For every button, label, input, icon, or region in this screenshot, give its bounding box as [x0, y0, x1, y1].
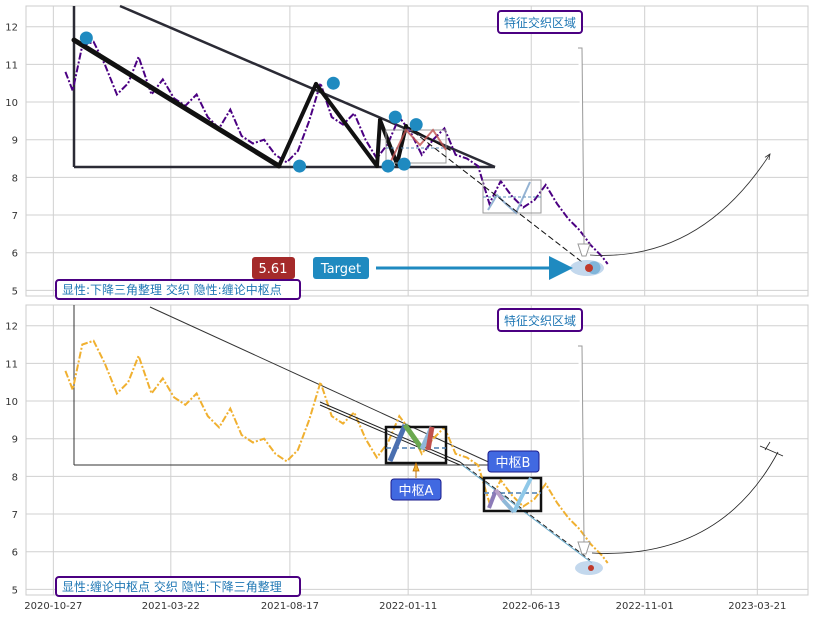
top-y-tick-label: 6	[12, 249, 18, 260]
top-y-tick-label: 10	[5, 98, 18, 109]
endpoint-dot	[585, 264, 593, 272]
x-tick-label: 2022-06-13	[502, 601, 560, 612]
bottom-y-tick-label: 7	[12, 510, 18, 521]
bottom-zone-label-text: 特征交织区域	[504, 313, 576, 328]
bottom-y-tick-label: 11	[5, 359, 18, 370]
target-badge: Target	[313, 257, 369, 279]
bottom-price-series	[64, 339, 609, 564]
top-y-ticks: 12 11 10 9 8 7 6 5	[5, 23, 18, 298]
x-tick-label: 2021-03-22	[142, 601, 200, 612]
bottom-zone-label: 特征交织区域	[497, 308, 583, 332]
zigzag-up-1	[277, 82, 318, 168]
pivot-box-b-zigzag	[487, 181, 531, 215]
bottom-triangle-top	[149, 306, 496, 466]
top-zone-label: 特征交织区域	[497, 10, 583, 34]
zone-down-arrow	[577, 47, 591, 257]
bottom-caption: 显性:缠论中枢点 交织 隐性:下降三角整理	[55, 576, 301, 597]
projection-arc	[589, 154, 770, 256]
bottom-projection-arc	[591, 451, 779, 554]
bottom-y-tick-label: 8	[12, 472, 18, 483]
top-caption-text: 显性:下降三角整理 交织 隐性:缠论中枢点	[62, 282, 282, 297]
pivot-marker	[381, 159, 395, 173]
pivot-marker	[293, 159, 307, 173]
x-tick-label: 2023-03-21	[728, 601, 786, 612]
x-tick-label: 2021-08-17	[261, 601, 319, 612]
pivot-marker	[326, 76, 340, 90]
top-caption: 显性:下降三角整理 交织 隐性:缠论中枢点	[55, 279, 301, 300]
pivot-a-label-text: 中枢A	[399, 484, 434, 499]
bottom-zone-down-arrow	[577, 345, 591, 555]
pivot-box-a	[384, 423, 448, 465]
pivot-marker	[79, 31, 93, 45]
price-badge-text: 5.61	[259, 262, 288, 277]
zigzag-down-1	[71, 37, 282, 169]
bottom-caption-text: 显性:缠论中枢点 交织 隐性:下降三角整理	[62, 579, 282, 594]
price-badge: 5.61	[252, 257, 295, 279]
top-price-series	[64, 40, 609, 265]
top-y-tick-label: 11	[5, 60, 18, 71]
pivot-b-label-text: 中枢B	[496, 456, 531, 471]
bottom-y-tick-label: 6	[12, 548, 18, 559]
bottom-x-ticks: 2020-10-27 2021-03-22 2021-08-17 2022-01-11…	[24, 601, 786, 612]
bottom-y-tick-label: 12	[5, 322, 18, 333]
pivot-box-a-zigzag	[390, 128, 447, 162]
target-badge-text: Target	[320, 262, 361, 277]
bottom-triangle	[73, 305, 496, 466]
top-y-tick-label: 5	[12, 286, 18, 297]
x-tick-label: 2020-10-27	[24, 601, 82, 612]
top-pivot-box-2	[482, 179, 542, 215]
pivot-marker	[397, 157, 411, 171]
top-y-tick-label: 9	[12, 136, 18, 147]
top-plot-area	[25, 5, 809, 297]
pivot-marker	[409, 118, 423, 132]
bottom-panel: 12 11 10 9 8 7 6 5 2020-10-27 2021-03-22 2021-08-…	[5, 304, 809, 612]
pivot-box-b	[482, 476, 543, 514]
pivot-a-label: 中枢A	[390, 478, 442, 501]
pivot-b-label: 中枢B	[487, 450, 540, 473]
top-gridlines	[26, 6, 808, 296]
x-tick-label: 2022-01-11	[379, 601, 437, 612]
bottom-y-ticks: 12 11 10 9 8 7 6 5	[5, 322, 18, 597]
bottom-plot-area	[25, 304, 809, 596]
top-y-tick-label: 7	[12, 211, 18, 222]
top-y-tick-label: 12	[5, 23, 18, 34]
top-panel: 12 11 10 9 8 7 6 5	[5, 4, 809, 300]
bottom-y-tick-label: 5	[12, 585, 18, 596]
x-tick-label: 2022-11-01	[616, 601, 674, 612]
pivot-marker	[388, 110, 402, 124]
pivot-a-pointer-head	[412, 461, 420, 472]
bottom-y-tick-label: 10	[5, 397, 18, 408]
bottom-endpoint-dot	[588, 565, 594, 571]
top-y-tick-label: 8	[12, 173, 18, 184]
bottom-arc-end-bracket	[759, 441, 784, 457]
bottom-y-tick-label: 9	[12, 435, 18, 446]
top-zone-label-text: 特征交织区域	[504, 15, 576, 30]
trend-projection-line	[405, 125, 583, 263]
zigzag-up-2	[375, 118, 382, 168]
zigzag-down-2	[314, 82, 379, 168]
